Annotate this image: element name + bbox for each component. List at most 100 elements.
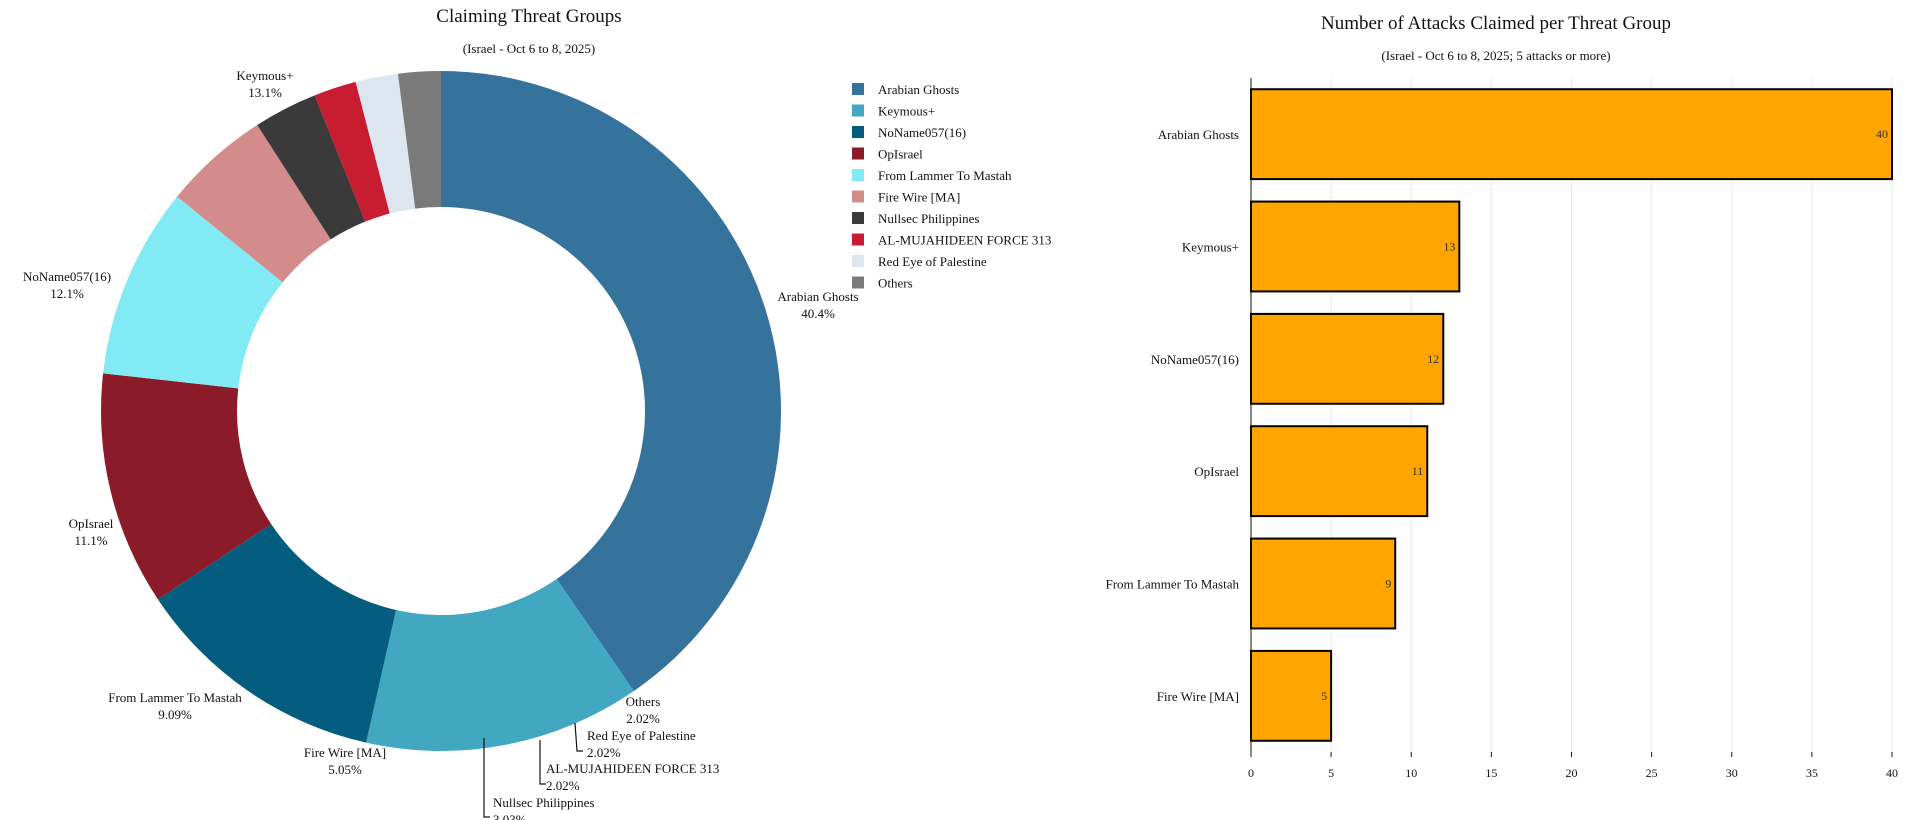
slice-label-opisrael: OpIsrael bbox=[69, 516, 114, 531]
legend-label: Keymous+ bbox=[878, 104, 935, 119]
slice-pct-arabian-ghosts: 40.4% bbox=[801, 306, 835, 321]
donut-slices bbox=[101, 71, 782, 751]
slice-pct-keymous: 13.1% bbox=[248, 85, 282, 100]
bar-value-label-noname057-16: 12 bbox=[1427, 352, 1439, 366]
bar-value-label-from-lammer-to-mastah: 9 bbox=[1385, 577, 1391, 591]
x-tick-label: 35 bbox=[1806, 766, 1818, 780]
slice-label-keymous: Keymous+ bbox=[236, 68, 293, 83]
y-tick-label-arabian-ghosts: Arabian Ghosts bbox=[1158, 127, 1239, 142]
legend-swatch bbox=[852, 276, 864, 289]
donut-labels: Arabian Ghosts 40.4% Keymous+ 13.1% NoName05… bbox=[23, 68, 859, 820]
legend-swatch bbox=[852, 190, 864, 203]
donut-slice-red-eye-of-palestine[interactable] bbox=[355, 73, 416, 214]
legend-swatch bbox=[852, 212, 864, 224]
legend-label: Red Eye of Palestine bbox=[878, 254, 987, 269]
legend-label: Nullsec Philippines bbox=[878, 211, 979, 226]
legend-item-al-mujahideen-force-313[interactable]: AL-MUJAHIDEEN FORCE 313 bbox=[852, 233, 1051, 248]
bar-value-label-opisrael: 11 bbox=[1412, 464, 1424, 478]
bar-subtitle: (Israel - Oct 6 to 8, 2025; 5 attacks or… bbox=[1381, 48, 1610, 63]
donut-slice-noname057-16[interactable] bbox=[157, 523, 397, 743]
bar-bars: 40 13 12 11 9 5 bbox=[1250, 88, 1893, 742]
legend-item-keymous[interactable]: Keymous+ bbox=[852, 104, 935, 119]
slice-pct-from-lammer-to-mastah: 9.09% bbox=[158, 707, 192, 722]
slice-pct-others: 2.02% bbox=[626, 711, 660, 726]
slice-label-red-eye-of-palestine: Red Eye of Palestine bbox=[587, 728, 696, 743]
legend-swatch bbox=[852, 233, 864, 246]
y-tick-label-from-lammer-to-mastah: From Lammer To Mastah bbox=[1105, 577, 1239, 592]
x-tick-label: 40 bbox=[1886, 766, 1898, 780]
x-tick-label: 10 bbox=[1405, 766, 1417, 780]
slice-pct-nullsec-philippines: 3.03% bbox=[493, 812, 527, 820]
legend-item-noname057-16[interactable]: NoName057(16) bbox=[852, 125, 966, 140]
leader-line-al-mujahideen-force-313 bbox=[539, 740, 546, 785]
legend-label: Others bbox=[878, 276, 913, 291]
slice-label-others: Others bbox=[626, 694, 661, 709]
legend-item-opisrael[interactable]: OpIsrael bbox=[852, 147, 923, 162]
slice-label-nullsec-philippines: Nullsec Philippines bbox=[493, 795, 594, 810]
x-tick-label: 0 bbox=[1248, 766, 1254, 780]
legend-swatch bbox=[852, 126, 864, 138]
donut-slice-others[interactable] bbox=[397, 71, 441, 209]
bar-fire-wire-ma[interactable] bbox=[1250, 649, 1333, 742]
donut-title: Claiming Threat Groups bbox=[436, 6, 621, 27]
slice-label-al-mujahideen-force-313: AL-MUJAHIDEEN FORCE 313 bbox=[546, 761, 719, 776]
donut-slice-from-lammer-to-mastah[interactable] bbox=[103, 196, 283, 389]
bar-opisrael[interactable] bbox=[1250, 425, 1429, 518]
donut-chart: Claiming Threat Groups (Israel - Oct 6 t… bbox=[23, 6, 1051, 820]
legend-swatch bbox=[852, 169, 864, 181]
legend-item-from-lammer-to-mastah[interactable]: From Lammer To Mastah bbox=[852, 168, 1012, 183]
bar-value-label-fire-wire-ma: 5 bbox=[1321, 689, 1327, 703]
donut-slice-al-mujahideen-force-313[interactable] bbox=[314, 81, 390, 222]
y-tick-label-noname057-16: NoName057(16) bbox=[1151, 352, 1239, 367]
bar-chart: Number of Attacks Claimed per Threat Gro… bbox=[1105, 13, 1898, 780]
legend-item-others[interactable]: Others bbox=[852, 276, 913, 291]
donut-subtitle: (Israel - Oct 6 to 8, 2025) bbox=[463, 41, 596, 56]
slice-pct-red-eye-of-palestine: 2.02% bbox=[587, 745, 621, 760]
x-tick-label: 25 bbox=[1646, 766, 1658, 780]
legend-label: Arabian Ghosts bbox=[878, 82, 959, 97]
legend-label: OpIsrael bbox=[878, 147, 923, 162]
donut-legend[interactable]: Arabian Ghosts Keymous+ NoName057(16) OpIsr… bbox=[852, 82, 1051, 291]
slice-label-fire-wire-ma: Fire Wire [MA] bbox=[304, 745, 386, 760]
donut-slice-arabian-ghosts[interactable] bbox=[441, 71, 782, 692]
legend-swatch bbox=[852, 147, 864, 160]
y-tick-label-opisrael: OpIsrael bbox=[1194, 464, 1239, 479]
donut-slice-opisrael[interactable] bbox=[101, 373, 272, 600]
bar-axes: 0 5 10 15 20 25 30 35 40 Arabian Ghosts Keymous+ No… bbox=[1105, 78, 1898, 780]
leader-line-nullsec-philippines bbox=[483, 738, 490, 818]
legend-item-nullsec-philippines[interactable]: Nullsec Philippines bbox=[852, 211, 979, 226]
slice-pct-fire-wire-ma: 5.05% bbox=[328, 762, 362, 777]
bar-arabian-ghosts[interactable] bbox=[1250, 88, 1893, 181]
donut-slice-fire-wire-ma[interactable] bbox=[177, 124, 331, 283]
bar-value-label-keymous: 13 bbox=[1443, 240, 1455, 254]
x-tick-label: 5 bbox=[1328, 766, 1334, 780]
bar-noname057-16[interactable] bbox=[1250, 312, 1445, 405]
legend-swatch bbox=[852, 104, 864, 117]
x-tick-label: 15 bbox=[1485, 766, 1497, 780]
legend-item-red-eye-of-palestine[interactable]: Red Eye of Palestine bbox=[852, 254, 987, 269]
x-tick-label: 20 bbox=[1566, 766, 1578, 780]
donut-slice-keymous[interactable] bbox=[366, 579, 634, 751]
y-tick-label-keymous: Keymous+ bbox=[1182, 240, 1239, 255]
legend-label: Fire Wire [MA] bbox=[878, 190, 960, 205]
slice-label-arabian-ghosts: Arabian Ghosts bbox=[777, 289, 858, 304]
slice-label-from-lammer-to-mastah: From Lammer To Mastah bbox=[108, 690, 242, 705]
legend-swatch bbox=[852, 83, 864, 95]
donut-slice-nullsec-philippines[interactable] bbox=[257, 95, 366, 240]
x-tick-label: 30 bbox=[1726, 766, 1738, 780]
bar-value-label-arabian-ghosts: 40 bbox=[1876, 127, 1888, 141]
slice-pct-al-mujahideen-force-313: 2.02% bbox=[546, 778, 580, 793]
bar-from-lammer-to-mastah[interactable] bbox=[1250, 537, 1397, 630]
legend-item-arabian-ghosts[interactable]: Arabian Ghosts bbox=[852, 82, 959, 97]
slice-pct-noname057-16: 12.1% bbox=[50, 286, 84, 301]
legend-label: From Lammer To Mastah bbox=[878, 168, 1012, 183]
legend-swatch bbox=[852, 255, 864, 267]
y-tick-label-fire-wire-ma: Fire Wire [MA] bbox=[1157, 689, 1239, 704]
legend-label: NoName057(16) bbox=[878, 125, 966, 140]
legend-label: AL-MUJAHIDEEN FORCE 313 bbox=[878, 233, 1051, 248]
legend-item-fire-wire-ma[interactable]: Fire Wire [MA] bbox=[852, 190, 960, 205]
bar-title: Number of Attacks Claimed per Threat Gro… bbox=[1321, 13, 1671, 34]
bar-keymous[interactable] bbox=[1250, 200, 1461, 293]
